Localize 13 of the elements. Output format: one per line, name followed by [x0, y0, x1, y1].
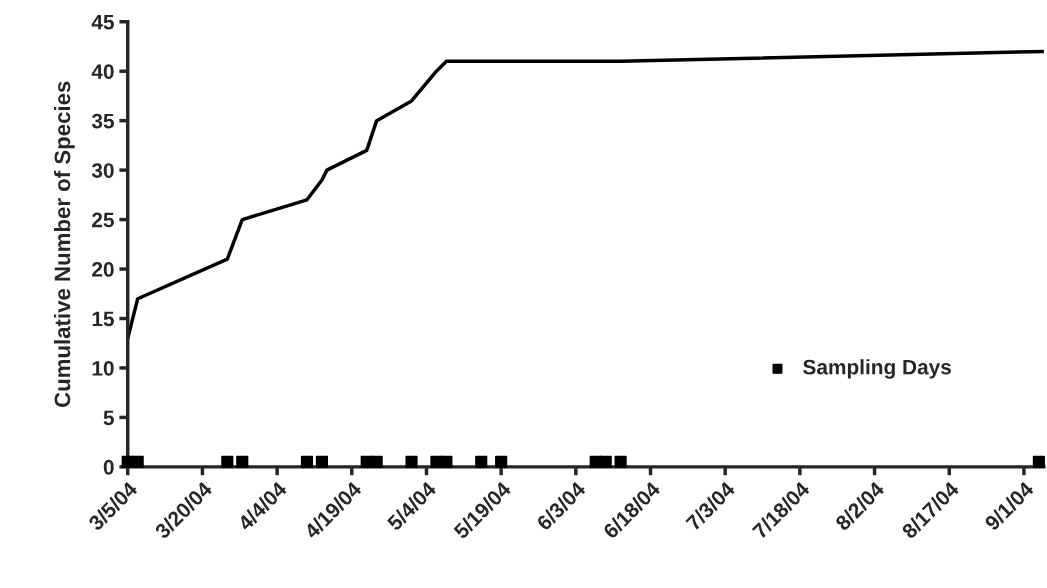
- y-axis-title: Cumulative Number of Species: [53, 81, 75, 408]
- y-tick-label: 10: [92, 360, 114, 376]
- y-tick-label: 20: [92, 262, 114, 277]
- y-tick-label: 40: [91, 64, 114, 79]
- legend-label: Sampling Days: [803, 359, 951, 379]
- y-tick-label: 25: [92, 212, 114, 228]
- y-tick-label: 0: [103, 459, 114, 475]
- y-tick-label: 35: [91, 113, 114, 129]
- line-series: [127, 49, 1044, 341]
- y-tick-label: 45: [91, 14, 114, 30]
- y-tick-label: 15: [92, 311, 114, 327]
- y-tick-label: 30: [91, 163, 114, 178]
- y-tick-label: 5: [103, 410, 114, 426]
